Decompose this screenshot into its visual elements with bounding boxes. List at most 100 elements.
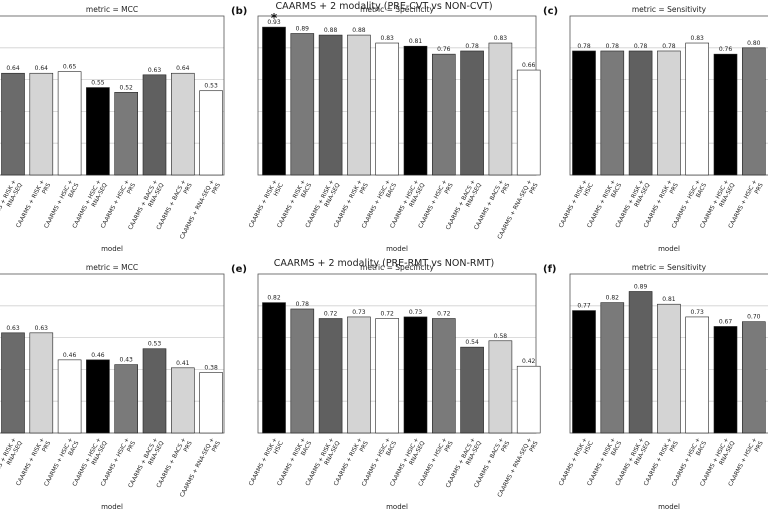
bar	[628, 291, 653, 434]
bar	[657, 50, 681, 176]
x-axis-label: model	[101, 503, 123, 511]
bar	[29, 332, 54, 434]
bar-value-label: 0.46	[63, 352, 77, 359]
bar	[516, 69, 541, 176]
bar	[460, 50, 484, 176]
bar	[488, 42, 513, 176]
bar	[713, 326, 738, 434]
bar	[572, 50, 596, 176]
bar-value-label: 0.65	[63, 64, 77, 71]
bar-value-label: 0.58	[494, 333, 508, 340]
x-axis-label: model	[658, 245, 680, 253]
x-axis-label: model	[386, 503, 408, 511]
bar-value-label: 0.78	[465, 43, 479, 50]
bar	[685, 316, 710, 434]
suptitle-bottom: CAARMS + 2 modality (PRE-RMT vs NON-RMT)	[273, 258, 495, 269]
bar-value-label: 0.72	[381, 311, 395, 318]
bar	[431, 318, 456, 434]
bar	[171, 72, 195, 176]
bar-value-label: 0.78	[606, 43, 620, 50]
bar-value-label: 0.64	[176, 65, 190, 72]
bar-value-label: 0.52	[120, 84, 134, 91]
bar	[1, 332, 25, 434]
bar	[347, 316, 371, 434]
bar-value-label: 0.41	[176, 360, 190, 367]
bar	[600, 50, 625, 176]
panel-title: metric = Specificity	[360, 5, 434, 14]
bar-value-label: 0.78	[296, 301, 310, 308]
bar-value-label: 0.77	[577, 303, 591, 310]
x-axis-label: model	[658, 503, 680, 511]
axes-frame	[0, 15, 225, 176]
x-axis-label: model	[101, 245, 123, 253]
bar	[741, 321, 766, 434]
panel-title: metric = Sensitivity	[632, 263, 707, 272]
bar	[1, 72, 25, 176]
bar	[199, 90, 223, 176]
bar	[171, 367, 195, 434]
bar-value-label: 0.38	[204, 365, 218, 372]
bar	[114, 364, 138, 434]
bar-value-label: 0.70	[747, 314, 761, 321]
significance-star: *	[271, 11, 278, 25]
bar-value-label: 0.73	[691, 309, 705, 316]
bar	[142, 348, 167, 434]
bar	[57, 359, 82, 434]
bar	[572, 310, 596, 434]
bar-value-label: 0.82	[606, 295, 620, 302]
bar-value-label: 0.67	[719, 318, 733, 325]
bar	[516, 365, 541, 434]
bar-value-label: 0.89	[634, 283, 648, 290]
bar-value-label: 0.78	[577, 43, 591, 50]
bar	[86, 359, 110, 434]
bar-value-label: 0.78	[662, 43, 676, 50]
bar-value-label: 0.63	[148, 67, 162, 74]
bar	[86, 87, 110, 176]
bar-value-label: 0.81	[662, 296, 676, 303]
bar-value-label: 0.82	[267, 295, 281, 302]
bar	[628, 50, 653, 176]
bar	[318, 34, 343, 176]
bar-value-label: 0.93	[267, 19, 281, 26]
bar	[488, 340, 513, 434]
bar	[741, 47, 766, 176]
panel-letter: (f)	[543, 264, 557, 275]
bar	[290, 33, 315, 176]
bar-value-label: 0.73	[352, 309, 366, 316]
bar-value-label: 0.64	[6, 65, 20, 72]
bar	[57, 71, 82, 176]
bar	[375, 318, 400, 434]
panel-title: metric = MCC	[86, 5, 138, 14]
bar-value-label: 0.64	[35, 65, 49, 72]
bar	[403, 316, 428, 434]
bar-value-label: 0.89	[296, 25, 310, 32]
bar-value-label: 0.81	[409, 38, 423, 45]
bar-value-label: 0.76	[719, 46, 733, 53]
bar	[262, 302, 286, 434]
bar	[403, 45, 428, 176]
panel-letter: (e)	[231, 264, 247, 275]
bar-value-label: 0.63	[6, 325, 20, 332]
bar-value-label: 0.83	[381, 35, 395, 42]
panel-title: metric = Specificity	[360, 263, 434, 272]
bar-value-label: 0.53	[204, 83, 218, 90]
bar-value-label: 0.55	[91, 80, 105, 87]
bar-value-label: 0.46	[91, 352, 105, 359]
bar	[375, 42, 400, 176]
bar	[347, 34, 371, 176]
bar-value-label: 0.83	[691, 35, 705, 42]
bar	[460, 346, 484, 434]
bar-value-label: 0.73	[409, 309, 423, 316]
bar	[431, 53, 456, 176]
bar-value-label: 0.88	[352, 27, 366, 34]
bar	[199, 372, 223, 434]
bar-value-label: 0.83	[494, 35, 508, 42]
bar-value-label: 0.76	[437, 46, 451, 53]
bar	[142, 74, 167, 176]
